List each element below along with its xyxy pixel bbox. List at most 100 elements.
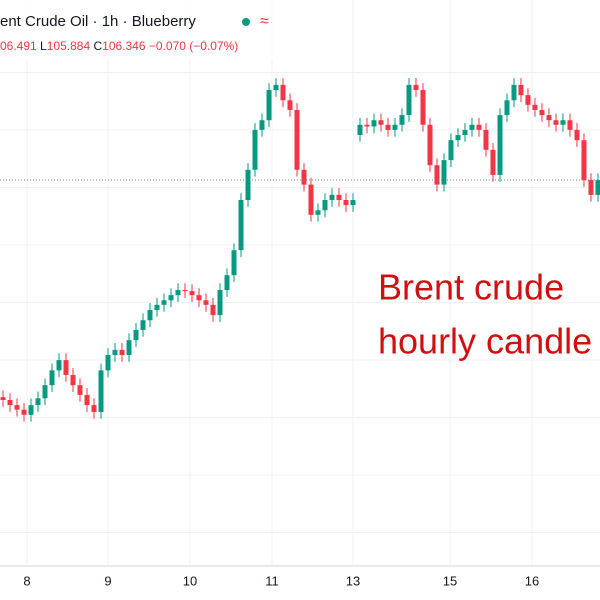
candle-body (231, 250, 237, 276)
candle-body (434, 165, 440, 185)
candle-body (546, 115, 552, 121)
candle-body (210, 304, 216, 316)
candle-body (448, 140, 454, 161)
candle-body (49, 370, 55, 386)
ohlc-letter: C (93, 39, 102, 53)
candle-body (126, 340, 132, 355)
candle-body (133, 329, 139, 341)
candle-body (21, 409, 27, 415)
candle-body (371, 120, 377, 127)
candle-body (392, 124, 398, 130)
candle-body (497, 115, 503, 175)
candle-body (511, 84, 517, 101)
annotation: Brent crude (378, 267, 564, 308)
x-tick-label: 15 (443, 573, 457, 588)
candle-body (259, 120, 265, 130)
candle-body (189, 291, 195, 296)
candle-body (539, 109, 545, 116)
candle-body (525, 95, 531, 105)
symbol-title: ent Crude Oil · 1h · Blueberry (0, 13, 196, 30)
candle-body (161, 300, 167, 305)
ohlc-value: 06.491 (0, 39, 37, 53)
x-tick-label: 8 (23, 573, 30, 588)
candle-body (567, 120, 573, 130)
candle-body (196, 295, 202, 301)
candle-body (476, 124, 482, 130)
candle-body (28, 405, 34, 415)
grid (0, 0, 600, 566)
annotation: hourly candle (378, 321, 592, 362)
candle-body (574, 129, 580, 141)
candle-body (84, 394, 90, 406)
candle-body (91, 405, 97, 412)
candle-body (595, 180, 600, 195)
candle-body (343, 200, 349, 206)
candle-body (308, 184, 314, 215)
candle-body (35, 398, 41, 406)
candle-body (518, 84, 524, 96)
candle-body (287, 100, 293, 110)
candle-body (63, 360, 69, 375)
status-icon: ≈ (260, 13, 269, 30)
candle-body (420, 90, 426, 125)
candle-body (294, 109, 300, 170)
x-tick-label: 11 (265, 573, 279, 588)
candle-body (560, 120, 566, 125)
candle-body (588, 180, 594, 195)
candle-body (14, 405, 20, 410)
candle-body (105, 354, 111, 371)
candle-body (140, 320, 146, 330)
candle-body (490, 149, 496, 175)
candle-body (154, 304, 160, 310)
candle-body (462, 129, 468, 136)
candle-body (56, 360, 62, 371)
candle-body (385, 124, 391, 130)
x-tick-label: 10 (183, 573, 197, 588)
candle-body (427, 124, 433, 166)
candle-body (7, 400, 13, 406)
candle-body (399, 115, 405, 125)
candle-body (336, 194, 342, 200)
candle-body (182, 290, 188, 292)
status-dot (242, 18, 250, 26)
candle-body (98, 370, 104, 412)
candle-body (77, 385, 83, 395)
candle-body (42, 385, 48, 399)
candle-body (350, 200, 356, 206)
header-bg (0, 0, 300, 60)
ohlc-header: 06.491 L105.884 C106.346 −0.070 (−0.07%) (0, 39, 238, 53)
candle-body (322, 200, 328, 211)
candle-body (273, 84, 279, 91)
candle-body (168, 295, 174, 301)
candle-body (252, 129, 258, 170)
candle-body (441, 160, 447, 185)
candle-body (357, 124, 363, 136)
candle-body (406, 84, 412, 116)
candle-body (175, 290, 181, 296)
x-tick-label: 13 (346, 573, 360, 588)
ohlc-change: −0.070 (−0.07%) (149, 39, 238, 53)
candle-body (224, 275, 230, 291)
candle-body (504, 100, 510, 116)
candles (0, 78, 600, 422)
candle-body (266, 90, 272, 121)
candle-body (378, 120, 384, 125)
candle-body (455, 135, 461, 141)
ohlc-value: 106.346 (102, 39, 146, 53)
candle-body (280, 84, 286, 101)
candle-body (217, 290, 223, 316)
candle-body (364, 124, 370, 127)
candle-body (532, 104, 538, 110)
candle-body (70, 374, 76, 386)
candle-body (329, 194, 335, 200)
candle-body (119, 349, 125, 355)
candle-body (203, 300, 209, 305)
x-tick-label: 16 (525, 573, 539, 588)
candle-body (238, 200, 244, 251)
candle-body (0, 397, 6, 400)
candle-body (483, 129, 489, 150)
x-tick-label: 9 (104, 573, 111, 588)
candle-body (469, 124, 475, 130)
candle-body (245, 169, 251, 200)
